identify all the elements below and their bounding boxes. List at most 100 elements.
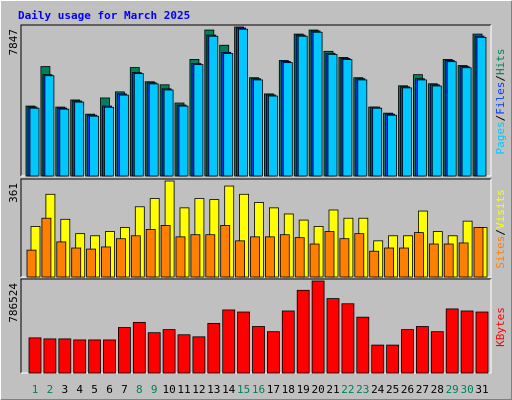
bar <box>311 280 325 374</box>
x-tick-label: 15 <box>237 383 250 396</box>
bar <box>175 236 186 278</box>
x-tick-label: 21 <box>326 383 339 396</box>
bar <box>386 344 400 374</box>
x-tick-label: 3 <box>61 383 68 396</box>
bar <box>312 31 323 177</box>
bar <box>207 322 221 374</box>
bar <box>476 36 487 177</box>
bar <box>267 95 278 177</box>
x-tick-label: 4 <box>76 383 83 396</box>
bar <box>28 337 42 374</box>
bar <box>58 338 72 374</box>
legend-separator: / <box>494 115 507 122</box>
bar <box>475 311 489 374</box>
bar <box>324 231 335 278</box>
bar <box>431 85 442 177</box>
bar <box>357 79 368 177</box>
bar <box>88 339 101 374</box>
x-tick-label: 6 <box>106 383 113 396</box>
bar <box>118 327 131 374</box>
plot-border-dark <box>20 24 491 176</box>
bar <box>178 105 189 177</box>
bar <box>223 53 234 177</box>
bar <box>279 234 290 278</box>
x-tick-label: 17 <box>267 383 280 396</box>
bar <box>163 89 174 177</box>
bar <box>445 308 459 374</box>
legend: Pages/Files/Hits <box>494 49 507 155</box>
legend-entry: Files <box>494 82 507 115</box>
bar <box>101 246 111 278</box>
x-tick-label: 5 <box>91 383 98 396</box>
x-tick-label: 8 <box>136 383 143 396</box>
bar <box>89 115 99 177</box>
bar <box>356 316 370 374</box>
bar <box>208 35 219 177</box>
x-tick-label: 24 <box>371 383 385 396</box>
bar <box>372 107 383 177</box>
x-tick-label: 31 <box>475 383 488 396</box>
bar <box>430 331 444 374</box>
bar <box>133 73 144 177</box>
bar <box>281 310 295 374</box>
bar <box>460 310 474 374</box>
bar <box>119 94 129 177</box>
bar <box>56 241 67 278</box>
bar <box>86 248 96 278</box>
x-tick-label: 10 <box>162 383 175 396</box>
bar <box>162 329 176 374</box>
bar <box>384 247 395 278</box>
bar <box>443 243 454 278</box>
bar <box>252 326 265 374</box>
bar <box>461 67 472 177</box>
bar <box>26 249 37 278</box>
legend-entry: KBytes <box>494 307 507 347</box>
x-tick-label: 7 <box>121 383 128 396</box>
bar <box>342 59 353 177</box>
bar <box>116 238 126 278</box>
x-tick-label: 18 <box>282 383 295 396</box>
bar <box>341 303 355 374</box>
bar <box>147 332 161 374</box>
bar <box>371 344 385 374</box>
bar <box>59 108 70 177</box>
bar <box>145 228 156 278</box>
bar <box>416 79 427 177</box>
x-tick-label: 13 <box>207 383 220 396</box>
bar <box>130 235 141 278</box>
bar <box>294 237 305 278</box>
x-tick-label: 12 <box>192 383 205 396</box>
bar <box>238 28 249 177</box>
bar <box>309 243 320 278</box>
bar <box>104 106 114 177</box>
bar <box>235 240 246 278</box>
x-tick-label: 1 <box>32 383 39 396</box>
x-tick-label: 26 <box>401 383 414 396</box>
bar <box>296 289 310 374</box>
bar <box>399 247 409 278</box>
bar <box>44 75 55 177</box>
bar <box>282 62 293 177</box>
bar <box>132 321 146 374</box>
bar <box>253 79 263 177</box>
x-tick-label: 27 <box>416 383 429 396</box>
bar <box>71 247 82 278</box>
bar <box>41 217 52 278</box>
bar <box>43 338 57 374</box>
bar <box>446 61 457 177</box>
bar <box>354 233 365 278</box>
legend: KBytes <box>494 307 507 347</box>
legend-separator: / <box>494 75 507 82</box>
bar <box>264 236 275 278</box>
x-tick-label: 23 <box>356 383 369 396</box>
bar <box>177 334 191 374</box>
x-tick-label: 30 <box>460 383 473 396</box>
x-tick-label: 16 <box>252 383 265 396</box>
x-tick-label: 20 <box>311 383 324 396</box>
legend-entry: Hits <box>494 49 507 76</box>
legend-separator: / <box>494 229 507 236</box>
bar <box>428 243 439 278</box>
y-tick-label: 361 <box>7 183 20 203</box>
